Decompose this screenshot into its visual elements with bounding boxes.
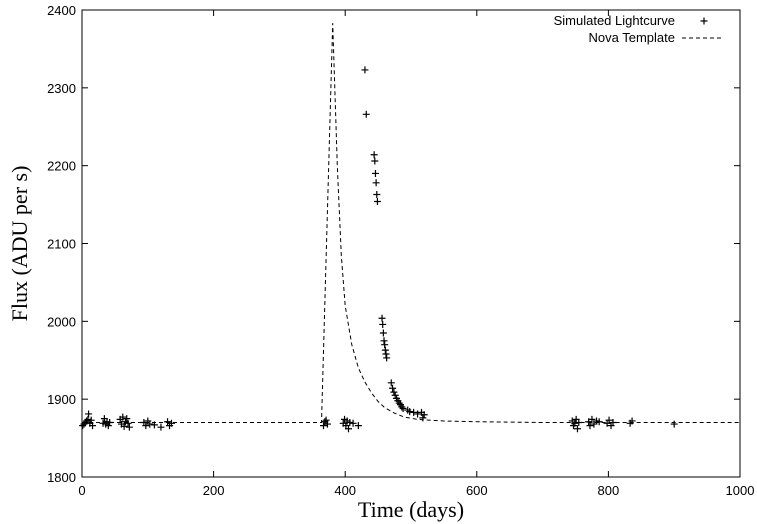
data-point — [573, 425, 581, 433]
legend-marker-plus — [700, 17, 708, 25]
data-point — [420, 411, 428, 419]
y-tick-label: 2000 — [47, 314, 76, 329]
data-point — [106, 419, 114, 427]
data-point — [125, 423, 133, 431]
legend-label-nova-template: Nova Template — [589, 30, 675, 45]
data-point — [371, 169, 379, 177]
x-tick-label: 400 — [334, 483, 356, 498]
data-point — [390, 388, 398, 396]
x-axis-label: Time (days) — [358, 497, 464, 522]
data-point — [150, 421, 158, 429]
data-point — [119, 413, 127, 421]
data-point — [378, 314, 386, 322]
y-tick-label: 1800 — [47, 470, 76, 485]
data-point — [354, 422, 362, 430]
y-axis-label: Flux (ADU per s) — [7, 166, 32, 322]
template-layer — [82, 23, 740, 423]
data-point — [414, 410, 422, 418]
x-tick-label: 0 — [78, 483, 85, 498]
legend: Simulated Lightcurve Nova Template — [554, 13, 724, 45]
data-point — [399, 405, 407, 413]
data-point — [595, 418, 603, 426]
data-point — [373, 190, 381, 198]
nova-template-line — [82, 23, 740, 423]
data-point — [167, 419, 175, 427]
data-point — [605, 416, 613, 424]
data-point — [146, 420, 154, 428]
x-tick-label: 800 — [598, 483, 620, 498]
data-point — [362, 110, 370, 118]
x-tick-label: 200 — [203, 483, 225, 498]
data-point — [84, 415, 92, 423]
data-point — [395, 399, 403, 407]
data-point — [89, 422, 97, 430]
data-point — [571, 419, 579, 427]
legend-label-simulated-lightcurve: Simulated Lightcurve — [554, 13, 675, 28]
data-point — [398, 403, 406, 411]
y-tick-label: 2200 — [47, 159, 76, 174]
data-point — [323, 420, 331, 428]
data-point — [387, 379, 395, 387]
data-point — [373, 197, 381, 205]
data-point — [346, 419, 354, 427]
data-point — [85, 410, 93, 418]
data-point — [164, 418, 172, 426]
x-tick-label: 1000 — [726, 483, 755, 498]
data-point — [142, 422, 150, 430]
data-point — [370, 151, 378, 159]
data-point — [372, 179, 380, 187]
data-point — [123, 415, 131, 423]
data-point — [87, 416, 95, 424]
plot-frame — [81, 9, 741, 478]
data-point — [319, 422, 327, 430]
data-point — [380, 337, 388, 345]
data-point — [381, 341, 389, 349]
data-point — [124, 419, 132, 427]
y-tick-label: 2400 — [47, 3, 76, 18]
data-point — [670, 420, 678, 428]
data-point — [406, 408, 414, 416]
y-tick-label: 1900 — [47, 392, 76, 407]
data-point — [379, 320, 387, 328]
y-tick-label: 2100 — [47, 237, 76, 252]
data-point — [349, 419, 357, 427]
data-point — [588, 415, 596, 423]
data-point — [609, 419, 617, 427]
points-layer — [79, 66, 678, 433]
data-point — [575, 419, 583, 427]
data-point — [379, 329, 387, 337]
data-point — [344, 425, 352, 433]
data-point — [381, 346, 389, 354]
data-point — [382, 350, 390, 358]
data-point — [322, 416, 330, 424]
data-point — [383, 354, 391, 362]
x-tick-label: 600 — [466, 483, 488, 498]
data-point — [628, 417, 636, 425]
data-point — [157, 423, 165, 431]
data-point — [361, 66, 369, 74]
data-point — [419, 414, 427, 422]
data-point — [391, 391, 399, 399]
ticks-layer: 0 200 400 600 800 1000 1800 1900 2000 2100 2200 230… — [47, 3, 754, 498]
data-point — [389, 384, 397, 392]
data-point — [371, 157, 379, 165]
y-tick-label: 2300 — [47, 81, 76, 96]
data-point — [586, 422, 594, 430]
data-point — [410, 408, 418, 416]
data-point — [120, 422, 128, 430]
data-point — [700, 17, 708, 25]
data-point — [104, 422, 112, 430]
